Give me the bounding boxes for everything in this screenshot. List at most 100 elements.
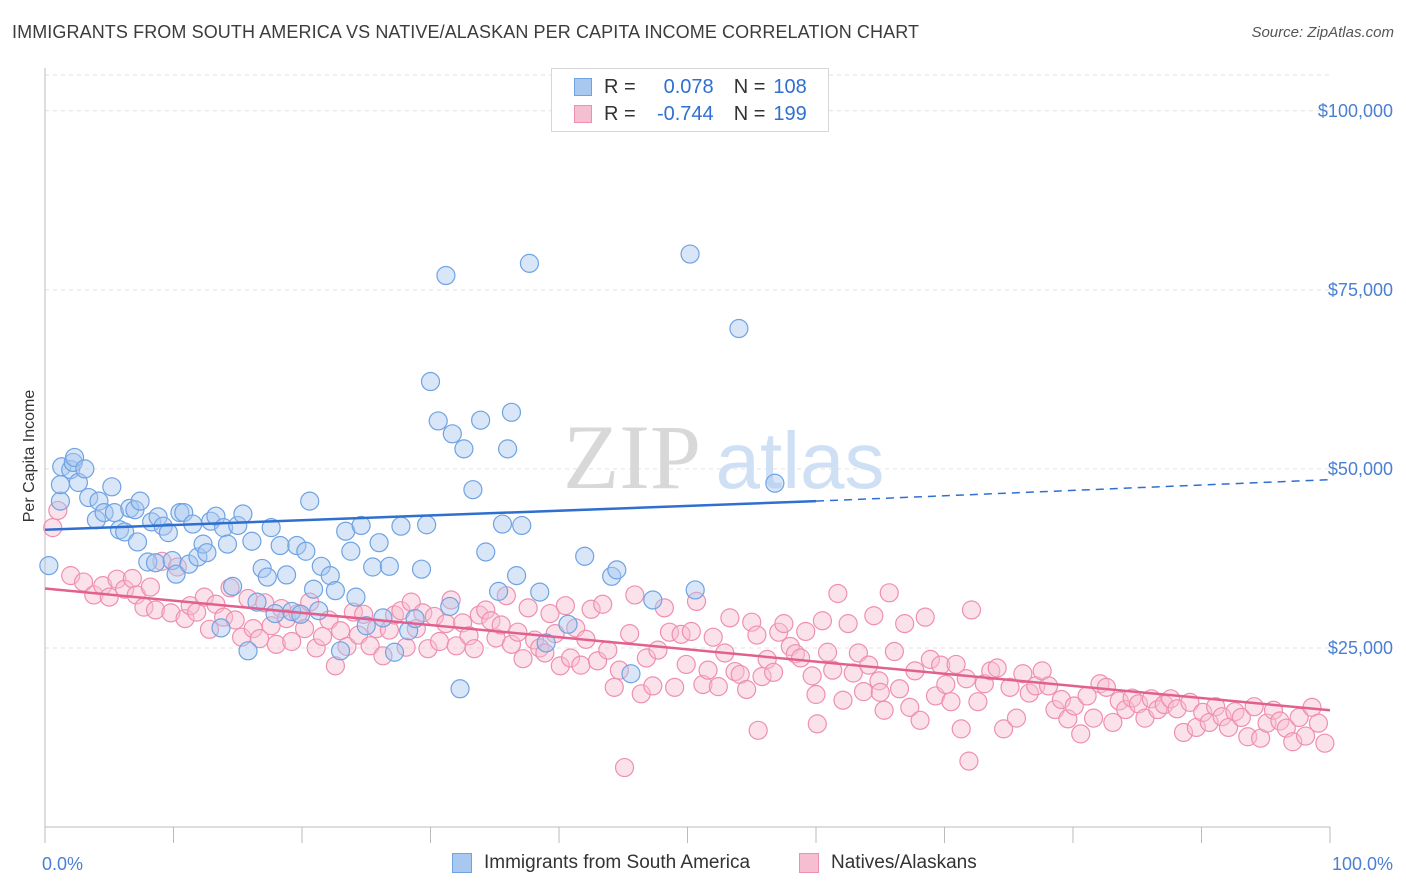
r-value: 0.078 — [663, 75, 714, 98]
point — [130, 491, 150, 511]
point — [492, 514, 513, 534]
point — [604, 677, 624, 697]
point — [450, 679, 470, 699]
point — [282, 631, 302, 652]
point — [373, 646, 393, 666]
point — [959, 751, 979, 771]
point — [636, 648, 656, 668]
point — [530, 582, 550, 602]
point — [300, 491, 320, 511]
point — [535, 643, 555, 663]
point — [915, 607, 935, 627]
trend-line-blue — [44, 499, 817, 532]
blue-swatch — [452, 853, 472, 873]
y-tick-label: $50,000 — [1328, 459, 1393, 479]
point — [469, 605, 489, 625]
correlation-legend: R = 0.078 N = 108 R = -0.744 N = 199 — [551, 68, 829, 132]
point — [1006, 708, 1027, 728]
point — [341, 541, 361, 561]
point — [247, 592, 267, 612]
point — [50, 475, 71, 495]
point — [555, 596, 576, 616]
point — [265, 603, 285, 624]
point — [1206, 697, 1226, 717]
point — [748, 720, 768, 740]
point — [122, 568, 142, 589]
point — [1038, 676, 1059, 696]
point — [1231, 707, 1251, 728]
point — [464, 639, 484, 659]
point — [518, 598, 538, 618]
point — [498, 439, 518, 459]
point — [581, 599, 601, 619]
point — [1308, 713, 1329, 733]
r-label: R = — [604, 102, 636, 125]
legend-item-natives[interactable]: Natives/Alaskans — [799, 852, 977, 874]
point — [560, 648, 581, 668]
watermark: ZIP atlas — [563, 406, 884, 508]
point — [140, 577, 160, 597]
point — [920, 649, 940, 670]
point — [476, 600, 496, 620]
point — [242, 531, 262, 551]
point — [1315, 733, 1335, 753]
pink-swatch — [574, 105, 592, 123]
point — [471, 410, 491, 430]
point — [270, 535, 290, 556]
point — [127, 532, 148, 552]
axes — [44, 68, 1331, 843]
point — [648, 640, 668, 660]
series-legend: Immigrants from South America Natives/Al… — [0, 852, 1406, 878]
point — [436, 614, 456, 634]
point — [373, 608, 393, 628]
point — [115, 579, 135, 599]
point — [884, 641, 904, 662]
point — [737, 679, 757, 700]
point — [454, 439, 474, 459]
point — [440, 596, 460, 617]
point — [680, 244, 700, 264]
point — [790, 648, 811, 668]
point — [429, 631, 450, 652]
point — [294, 619, 315, 639]
trend-line-pink — [44, 587, 1331, 712]
point — [519, 253, 540, 273]
point — [621, 664, 641, 684]
point — [802, 666, 822, 686]
point — [309, 601, 329, 621]
point — [75, 459, 95, 479]
point — [1212, 707, 1232, 727]
point — [1019, 683, 1039, 703]
point — [1295, 726, 1316, 746]
point — [320, 566, 340, 586]
point — [276, 565, 297, 585]
point — [864, 606, 884, 626]
series-natives-alaskans — [43, 500, 1335, 778]
point — [643, 676, 663, 696]
point — [941, 692, 961, 712]
point — [266, 634, 286, 654]
point — [211, 618, 231, 638]
point — [249, 629, 270, 649]
legend-row-pink: R = -0.744 N = 199 — [574, 102, 807, 126]
point — [363, 557, 383, 577]
point — [951, 719, 971, 739]
x-tick-label-min: 0.0% — [42, 854, 83, 874]
point — [752, 666, 772, 687]
point — [698, 660, 718, 680]
point — [889, 679, 910, 699]
point — [812, 611, 833, 631]
n-value: 199 — [773, 102, 807, 125]
n-label: N = — [733, 102, 766, 125]
point — [1083, 708, 1104, 728]
point — [166, 564, 186, 584]
legend-item-immigrants[interactable]: Immigrants from South America — [452, 852, 750, 874]
series-immigrants-south-america — [39, 244, 785, 699]
point — [43, 518, 63, 538]
point — [685, 580, 705, 600]
n-label: N = — [733, 75, 766, 98]
point — [89, 491, 109, 511]
r-label: R = — [604, 75, 636, 98]
point — [330, 641, 351, 661]
